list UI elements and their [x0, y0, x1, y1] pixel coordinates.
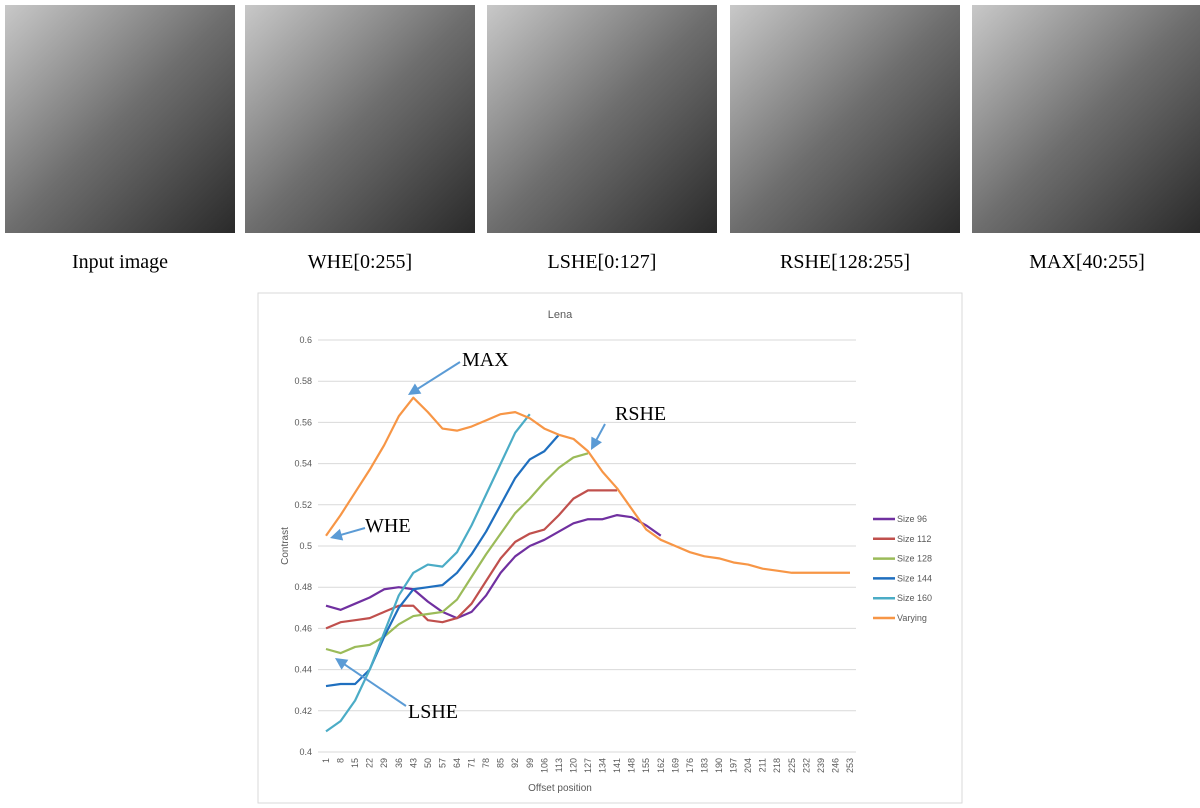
y-tick-label: 0.54: [294, 459, 312, 469]
image-caption: WHE[0:255]: [308, 251, 412, 273]
x-tick-label: 183: [699, 758, 709, 773]
x-tick-label: 169: [670, 758, 680, 773]
x-tick-label: 239: [816, 758, 826, 773]
x-tick-label: 225: [787, 758, 797, 773]
image-placeholder: [245, 5, 475, 233]
annotation: WHE: [365, 515, 411, 537]
image-caption: MAX[40:255]: [1029, 251, 1145, 273]
x-tick-label: 204: [743, 758, 753, 773]
image-placeholder: [5, 5, 235, 233]
x-tick-label: 71: [467, 758, 477, 768]
y-axis-title: Contrast: [280, 527, 291, 565]
image-placeholder: [972, 5, 1200, 233]
x-tick-label: 99: [525, 758, 535, 768]
x-tick-label: 176: [685, 758, 695, 773]
x-tick-label: 218: [772, 758, 782, 773]
y-tick-label: 0.5: [299, 541, 312, 551]
legend-label: Size 96: [897, 514, 927, 524]
x-tick-label: 57: [437, 758, 447, 768]
y-tick-label: 0.46: [294, 623, 312, 633]
y-tick-label: 0.52: [294, 500, 312, 510]
x-tick-label: 106: [539, 758, 549, 773]
annotation: LSHE: [408, 701, 458, 723]
image-caption: RSHE[128:255]: [780, 251, 910, 273]
x-tick-label: 36: [394, 758, 404, 768]
x-tick-label: 190: [714, 758, 724, 773]
x-tick-label: 211: [758, 758, 768, 772]
x-tick-label: 148: [627, 758, 637, 773]
y-tick-label: 0.44: [294, 665, 312, 675]
x-tick-label: 113: [554, 758, 564, 772]
x-tick-label: 50: [423, 758, 433, 768]
x-axis-title: Offset position: [528, 783, 592, 794]
x-tick-label: 92: [510, 758, 520, 768]
x-tick-label: 43: [408, 758, 418, 768]
x-tick-label: 162: [656, 758, 666, 773]
x-tick-label: 64: [452, 758, 462, 768]
image-caption: LSHE[0:127]: [548, 251, 657, 273]
legend-label: Size 160: [897, 593, 932, 603]
chart-frame: [258, 293, 962, 803]
x-tick-label: 253: [845, 758, 855, 773]
legend-label: Size 144: [897, 573, 932, 583]
y-tick-label: 0.4: [299, 747, 312, 757]
page: Input image WHE[0:255] LSHE[0:127] RSHE[128…: [0, 0, 1200, 808]
y-tick-label: 0.48: [294, 582, 312, 592]
x-tick-label: 197: [729, 758, 739, 773]
chart-title: Lena: [548, 309, 573, 321]
legend-label: Size 128: [897, 554, 932, 564]
x-tick-label: 134: [598, 758, 608, 773]
annotation: RSHE: [615, 403, 666, 425]
image-placeholder: [487, 5, 717, 233]
legend-label: Varying: [897, 613, 927, 623]
y-tick-label: 0.42: [294, 706, 312, 716]
x-tick-label: 78: [481, 758, 491, 768]
x-tick-label: 85: [496, 758, 506, 768]
legend-label: Size 112: [897, 534, 931, 544]
x-tick-label: 127: [583, 758, 593, 773]
image-placeholder: [730, 5, 960, 233]
x-tick-label: 22: [365, 758, 375, 768]
x-tick-label: 8: [336, 758, 346, 763]
x-tick-label: 155: [641, 758, 651, 773]
annotation: MAX: [462, 349, 509, 371]
figure: Input image WHE[0:255] LSHE[0:127] RSHE[128…: [0, 0, 1200, 808]
x-tick-label: 232: [801, 758, 811, 773]
y-tick-label: 0.58: [294, 376, 312, 386]
image-caption: Input image: [72, 251, 168, 273]
y-tick-label: 0.56: [294, 417, 312, 427]
x-tick-label: 15: [350, 758, 360, 768]
image-row: Input image WHE[0:255] LSHE[0:127] RSHE[128…: [5, 5, 1200, 273]
x-tick-label: 141: [612, 758, 622, 773]
x-tick-label: 1: [321, 758, 331, 763]
x-tick-label: 120: [568, 758, 578, 773]
x-tick-label: 246: [830, 758, 840, 773]
y-tick-label: 0.6: [299, 335, 312, 345]
x-tick-label: 29: [379, 758, 389, 768]
